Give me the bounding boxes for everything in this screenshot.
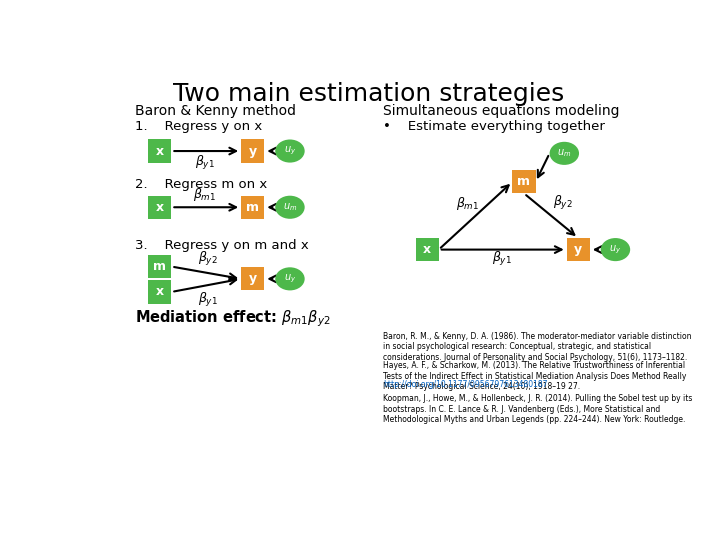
FancyBboxPatch shape bbox=[148, 139, 171, 163]
FancyBboxPatch shape bbox=[241, 267, 264, 291]
Text: $u_y$: $u_y$ bbox=[284, 145, 296, 157]
FancyBboxPatch shape bbox=[241, 195, 264, 219]
FancyBboxPatch shape bbox=[513, 170, 536, 193]
Text: $\beta_{y2}$: $\beta_{y2}$ bbox=[553, 194, 572, 212]
Text: Simultaneous equations modeling: Simultaneous equations modeling bbox=[383, 104, 619, 118]
Text: $\beta_{m1}$: $\beta_{m1}$ bbox=[456, 195, 479, 212]
Text: m: m bbox=[246, 201, 259, 214]
Text: $u_y$: $u_y$ bbox=[609, 244, 621, 256]
Text: $u_y$: $u_y$ bbox=[284, 273, 296, 285]
Text: Koopman, J., Howe, M., & Hollenbeck, J. R. (2014). Pulling the Sobel test up by : Koopman, J., Howe, M., & Hollenbeck, J. … bbox=[383, 394, 693, 424]
FancyBboxPatch shape bbox=[567, 238, 590, 261]
Ellipse shape bbox=[275, 195, 305, 219]
Text: 3.    Regress y on m and x: 3. Regress y on m and x bbox=[135, 239, 309, 252]
Text: x: x bbox=[156, 145, 164, 158]
FancyBboxPatch shape bbox=[148, 195, 171, 219]
Text: Baron, R. M., & Kenny, D. A. (1986). The moderator-mediator variable distinction: Baron, R. M., & Kenny, D. A. (1986). The… bbox=[383, 332, 691, 362]
Text: y: y bbox=[248, 272, 257, 285]
Text: x: x bbox=[423, 243, 431, 256]
Text: Two main estimation strategies: Two main estimation strategies bbox=[174, 82, 564, 106]
Ellipse shape bbox=[549, 142, 579, 165]
Text: Baron & Kenny method: Baron & Kenny method bbox=[135, 104, 296, 118]
Text: $\beta_{y2}$: $\beta_{y2}$ bbox=[198, 250, 217, 268]
Text: y: y bbox=[248, 145, 257, 158]
Text: $\beta_{m1}$: $\beta_{m1}$ bbox=[193, 186, 216, 204]
Text: Hayes, A. F., & Scharkow, M. (2013). The Relative Trustworthiness of Inferential: Hayes, A. F., & Scharkow, M. (2013). The… bbox=[383, 361, 686, 391]
Text: $\beta_{y1}$: $\beta_{y1}$ bbox=[492, 250, 512, 268]
Text: y: y bbox=[574, 243, 582, 256]
Text: m: m bbox=[518, 176, 531, 188]
Text: $\beta_{y1}$: $\beta_{y1}$ bbox=[194, 154, 215, 172]
FancyBboxPatch shape bbox=[148, 280, 171, 303]
Ellipse shape bbox=[275, 267, 305, 291]
Text: Mediation effect: $\beta_{m1}\beta_{y2}$: Mediation effect: $\beta_{m1}\beta_{y2}$ bbox=[135, 308, 330, 329]
Text: •    Estimate everything together: • Estimate everything together bbox=[383, 120, 605, 133]
Text: $u_m$: $u_m$ bbox=[283, 201, 297, 213]
Text: x: x bbox=[156, 286, 164, 299]
Text: $\beta_{y1}$: $\beta_{y1}$ bbox=[198, 291, 217, 309]
Text: m: m bbox=[153, 260, 166, 273]
FancyBboxPatch shape bbox=[241, 139, 264, 163]
Text: $u_m$: $u_m$ bbox=[557, 147, 572, 159]
Text: 2.    Regress m on x: 2. Regress m on x bbox=[135, 178, 267, 191]
FancyBboxPatch shape bbox=[415, 238, 438, 261]
Ellipse shape bbox=[600, 238, 630, 261]
Text: x: x bbox=[156, 201, 164, 214]
Ellipse shape bbox=[275, 139, 305, 163]
Text: http://doi.org/10.1177/0956797613480187: http://doi.org/10.1177/0956797613480187 bbox=[383, 380, 547, 389]
Text: 1.    Regress y on x: 1. Regress y on x bbox=[135, 120, 262, 133]
FancyBboxPatch shape bbox=[148, 255, 171, 278]
